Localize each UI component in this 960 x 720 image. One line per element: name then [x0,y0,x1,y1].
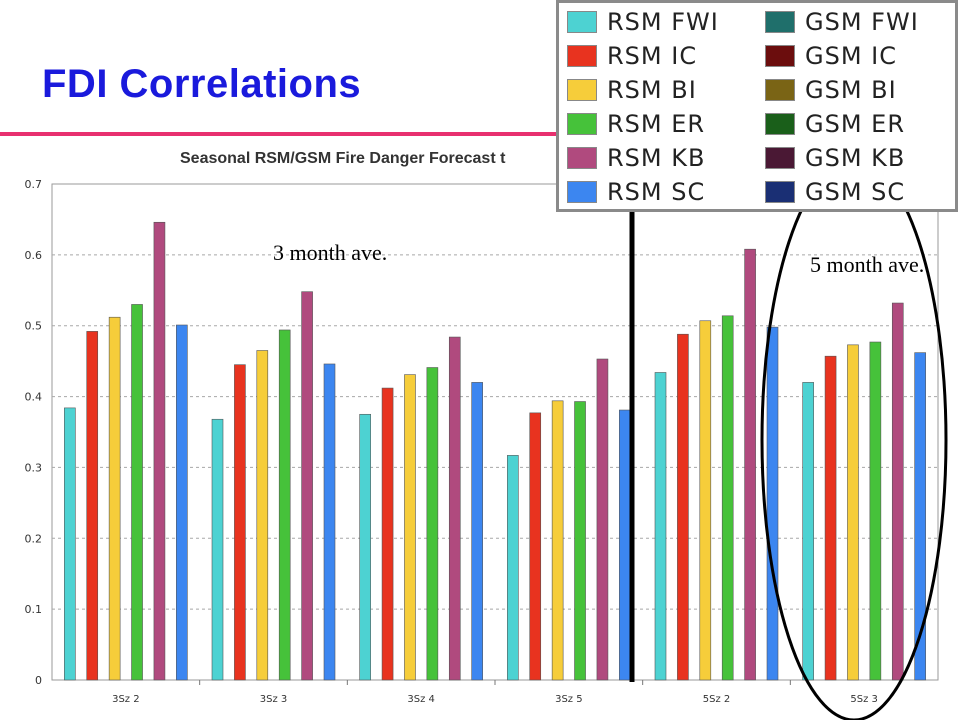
legend-label: RSM KB [607,144,706,172]
legend-swatch [567,147,597,169]
legend-label: GSM KB [805,144,906,172]
bar [677,333,689,681]
x-tick-label: 5Sz 3 [850,694,878,705]
legend-item: RSM SC [567,177,705,207]
y-tick-label: 0.2 [25,532,43,545]
bar [721,315,734,681]
slide-title: FDI Correlations [42,62,362,106]
legend-label: RSM ER [607,110,706,138]
bar [301,291,313,681]
legend-swatch [567,79,597,101]
legend-item: GSM FWI [765,7,919,37]
bar [278,329,291,681]
legend-item: RSM BI [567,75,697,105]
legend-swatch [567,45,597,67]
bar [529,412,542,681]
legend-label: RSM SC [607,178,706,206]
y-tick-label: 0.7 [25,178,43,191]
legend-swatch [765,45,795,67]
legend-swatch [765,113,795,135]
bar [914,352,926,681]
legend-label: GSM FWI [805,8,919,36]
legend-swatch [765,79,795,101]
legend-label: GSM BI [805,76,897,104]
bar [766,326,779,681]
y-tick-label: 0.1 [25,603,43,616]
legend-item: GSM ER [765,109,905,139]
bar [619,409,631,681]
bar [404,374,416,681]
title-underline [0,132,560,136]
chart-title: Seasonal RSM/GSM Fire Danger Forecast t [180,150,506,167]
legend-item: RSM FWI [567,7,719,37]
bar [802,382,814,681]
x-tick-label: 3Sz 5 [555,694,583,705]
y-tick-label: 0.6 [25,249,43,262]
bar [654,372,667,681]
legend-label: GSM IC [805,42,898,70]
bar [211,418,224,681]
bar [596,358,609,681]
legend-item: RSM IC [567,41,697,71]
y-tick-label: 0 [35,674,42,687]
bar [824,355,837,681]
bar [153,221,166,681]
legend-item: RSM ER [567,109,705,139]
bar [256,350,269,681]
legend-item: GSM IC [765,41,897,71]
bar [426,367,439,681]
bar [847,344,859,681]
bar [381,387,394,681]
legend-label: RSM BI [607,76,697,104]
annotation-3-month-average: 3 month ave. [273,240,388,265]
legend-label: RSM FWI [607,8,719,36]
bar [234,364,246,681]
bar [448,336,461,681]
legend-label: RSM IC [607,42,698,70]
bar [131,304,143,681]
legend-swatch [765,147,795,169]
bar [891,302,904,681]
bar [869,341,882,681]
legend-swatch [567,113,597,135]
bar [574,401,586,681]
legend-label: GSM ER [805,110,906,138]
legend-label: GSM SC [805,178,906,206]
bar [176,324,188,681]
x-tick-label: 3Sz 3 [260,694,288,705]
plot-area [51,183,939,681]
legend-swatch [567,11,597,33]
y-tick-label: 0.4 [25,391,43,404]
bar [699,320,712,681]
bar [359,413,371,681]
legend-swatch [567,181,597,203]
legend-item: GSM BI [765,75,897,105]
bar [86,331,99,681]
legend-item: GSM KB [765,143,905,173]
annotation-5-month-average: 5 month ave. [810,252,925,277]
bar [551,400,564,681]
y-tick-label: 0.3 [25,461,43,474]
bar [471,382,483,681]
x-tick-label: 3Sz 2 [112,694,140,705]
x-tick-label: 5Sz 2 [703,694,731,705]
bar [507,455,519,681]
bar [744,248,756,681]
bar [323,363,336,681]
legend-swatch [765,181,795,203]
legend-item: GSM SC [765,177,905,207]
bar [64,407,76,681]
legend-swatch [765,11,795,33]
x-tick-label: 3Sz 4 [407,694,435,705]
y-tick-label: 0.5 [25,320,43,333]
bar [108,316,121,681]
legend: RSM FWI GSM FWI RSM IC GSM IC RSM BI GSM BI RS… [556,0,958,212]
legend-item: RSM KB [567,143,705,173]
